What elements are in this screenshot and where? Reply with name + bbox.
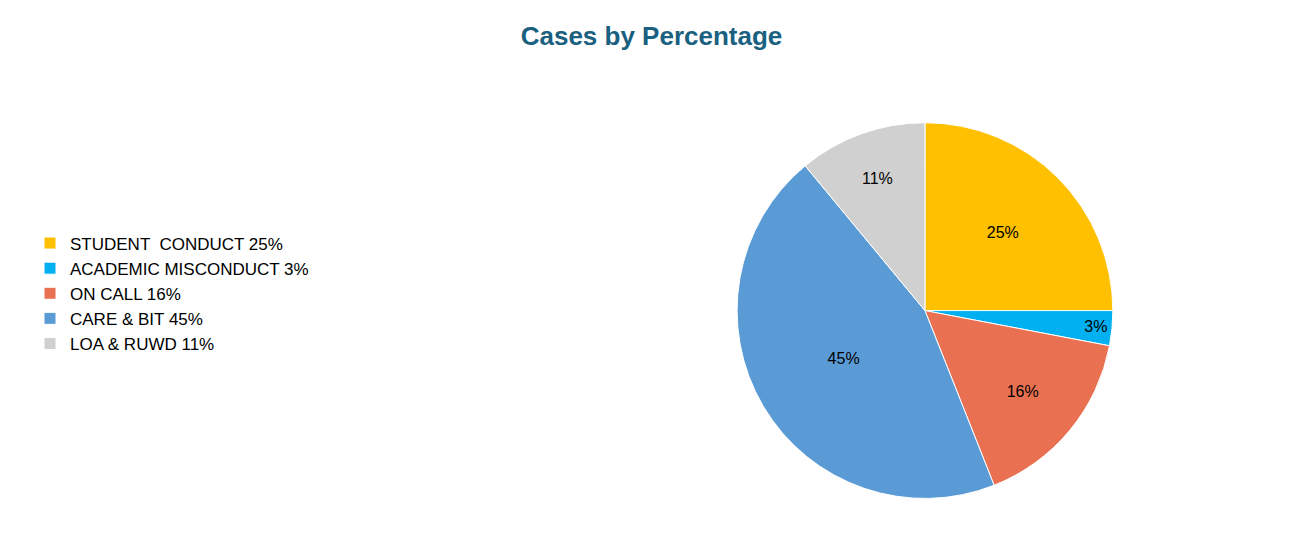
svg-text:LOA & RUWD 11%: LOA & RUWD 11% xyxy=(70,335,214,354)
svg-text:ON CALL 16%: ON CALL 16% xyxy=(70,285,181,304)
svg-text:45%: 45% xyxy=(828,350,860,367)
svg-text:11%: 11% xyxy=(862,170,893,187)
svg-text:3%: 3% xyxy=(1084,318,1107,335)
svg-text:Cases by Percentage: Cases by Percentage xyxy=(521,21,783,51)
svg-text:16%: 16% xyxy=(1007,383,1039,400)
svg-text:25%: 25% xyxy=(987,224,1019,241)
svg-text:STUDENT CONDUCT 25%: STUDENT CONDUCT 25% xyxy=(70,235,283,254)
svg-text:ACADEMIC MISCONDUCT 3%: ACADEMIC MISCONDUCT 3% xyxy=(70,260,309,279)
svg-text:CARE & BIT 45%: CARE & BIT 45% xyxy=(70,310,203,329)
